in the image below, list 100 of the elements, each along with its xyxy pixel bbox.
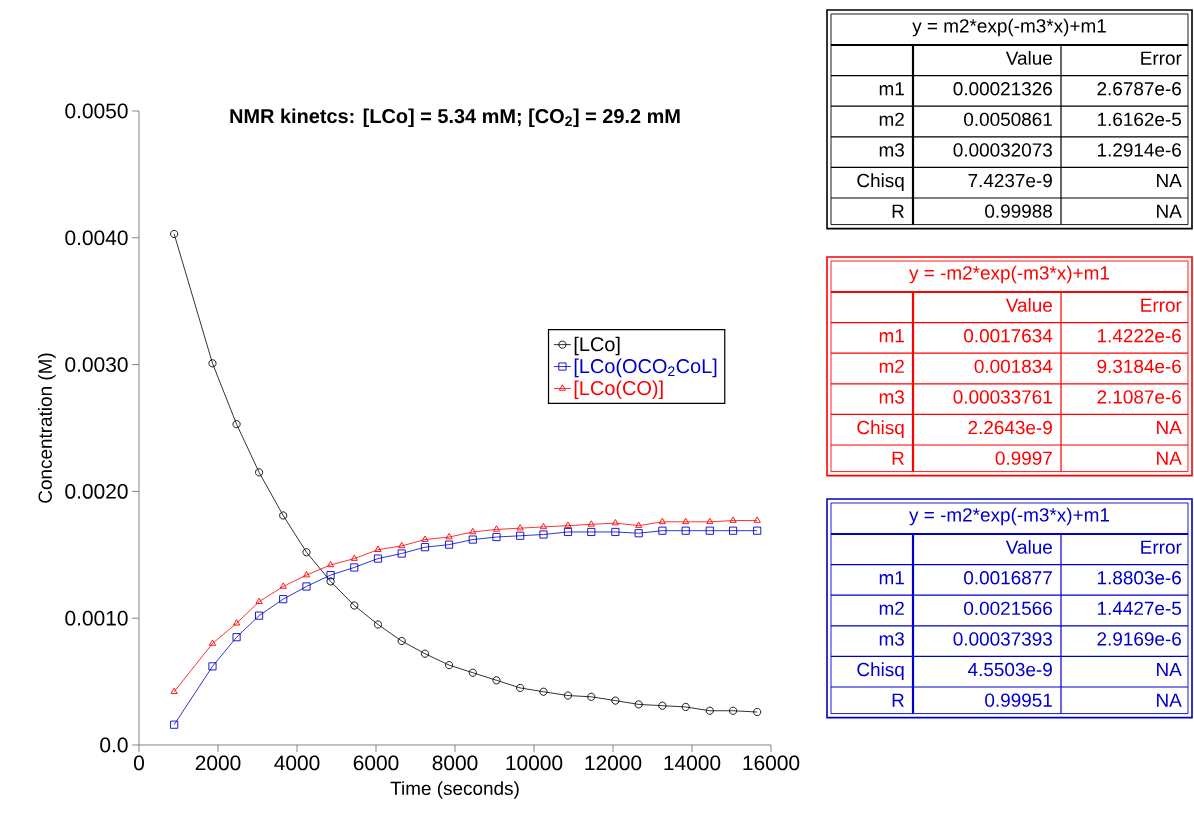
text: m3 [879,143,904,157]
text: Chisq [857,420,904,438]
point [279,511,288,520]
x-tick-label: 6000 [353,755,399,771]
text: m2 [879,359,904,373]
text: 2.9169e-6 [1097,632,1181,646]
text: Value [1005,539,1052,554]
text: 1.6162e-5 [1097,112,1181,127]
point [468,535,477,544]
text: Value [1005,297,1052,312]
point [445,661,454,670]
point [208,639,217,646]
x-tick-label: 2000 [195,755,241,771]
point [516,524,524,531]
text: 0.00033761 [953,390,1052,404]
text: 9.3184e-6 [1097,359,1181,374]
point [729,516,737,523]
point [492,676,501,685]
point [587,692,596,701]
point [170,229,179,239]
text: 4.5503e-9 [967,662,1052,677]
point [753,516,761,523]
point [681,526,690,535]
text: m1 [879,329,904,343]
text: 0.0050861 [964,112,1052,127]
x-axis-title: Time (seconds) [390,781,519,799]
text: m1 [879,82,904,96]
text: y = -m2*exp(-m3*x)+m1 [909,507,1109,526]
text: NA [1157,174,1182,188]
x-tick-label: 8000 [432,755,478,771]
point [398,541,406,549]
legend-label: [LCo(CO)] [574,380,663,400]
point [350,554,358,561]
y-tick-label: 0.0020 [65,483,128,499]
point [681,702,690,711]
point [373,554,383,563]
text: 0.0016877 [964,571,1052,585]
text: R [892,204,904,218]
text: Chisq [857,662,904,680]
point [658,526,667,535]
point [302,582,311,591]
point [539,522,548,530]
point [706,517,714,525]
text: Chisq [857,173,904,191]
point [302,548,311,557]
y-tick-label: 0.0010 [65,610,128,626]
point [350,563,359,572]
point [445,540,454,549]
text: R [892,693,904,707]
text: 2.2643e-9 [968,420,1052,435]
point [397,636,406,646]
point [326,571,335,580]
point [374,545,382,552]
x-tick-label: 12000 [585,755,642,771]
point [634,700,643,709]
point [492,532,501,542]
text: 2.1087e-6 [1097,390,1181,404]
point [255,611,264,620]
legend-label: [LCo(OCO$_{2}$CoL] [574,358,717,378]
text: y = m2*exp(-m3*x)+m1 [912,18,1106,37]
point [658,701,667,710]
point [420,543,430,552]
legend-label: [LCo] [574,336,620,356]
x-tick-label: 14000 [664,755,721,771]
point [563,691,573,700]
text: m2 [879,112,904,126]
point [492,525,501,532]
text: 0.00021326 [953,82,1052,96]
point [635,521,643,528]
text: NA [1157,204,1182,218]
text: 1.2914e-6 [1097,143,1181,157]
point [421,535,429,542]
text: NA [1157,451,1182,465]
point [587,520,595,527]
x-tick-label: 16000 [743,755,800,771]
point [232,420,241,429]
text: 0.99988 [985,204,1052,218]
y-tick-label: 0.0040 [65,230,128,246]
point [682,517,690,525]
point [373,620,383,629]
y-tick-label: 0.0050 [65,103,128,119]
text: NA [1157,693,1182,707]
point [445,532,453,540]
point [326,577,335,586]
point [705,526,714,535]
text: 7.4237e-9 [968,173,1052,188]
point [587,527,596,537]
text: 0.001834 [974,359,1053,374]
text: 1.8803e-6 [1097,571,1181,585]
y-tick-label: 0.0030 [65,357,128,372]
x-tick-label: 0 [134,755,144,771]
point [658,517,666,525]
text: Error [1141,51,1182,65]
chart-title: NMR kinetcs: [LCo] = 5.34 mM; [CO$_{2}$] = 29.2 mM [230,108,680,128]
x-tick-label: 10000 [506,755,563,771]
point [233,619,241,626]
text: m1 [879,571,904,585]
point [420,649,430,658]
x-tick-label: 4000 [274,755,320,771]
text: 0.00037393 [953,632,1052,646]
